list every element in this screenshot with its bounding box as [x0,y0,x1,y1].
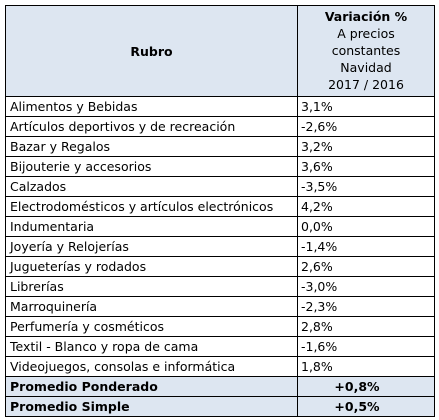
valor-cell: 1,8% [297,356,435,377]
variacion-subtitle-line: A precios [337,26,395,41]
rubro-cell: Jugueterías y rodados [5,256,298,277]
rubro-cell: Videojuegos, consolas e informática [5,356,298,377]
summary-value: +0,8% [297,376,435,397]
table-row: Bijouterie y accesorios 3,6% [5,156,435,177]
rubro-cell: Artículos deportivos y de recreación [5,116,298,137]
valor-cell: 2,6% [297,256,435,277]
rubro-cell: Textil - Blanco y ropa de cama [5,336,298,357]
rubro-cell: Bazar y Regalos [5,136,298,157]
rubro-cell: Electrodomésticos y artículos electrónic… [5,196,298,217]
table-row: Perfumería y cosméticos 2,8% [5,316,435,337]
table-row: Librerías -3,0% [5,276,435,297]
column-header-rubro: Rubro [5,5,298,97]
variacion-subtitle-line: constantes [331,43,401,58]
valor-cell: -2,3% [297,296,435,317]
valor-cell: 3,2% [297,136,435,157]
table-row: Marroquinería -2,3% [5,296,435,317]
valor-cell: 0,0% [297,216,435,237]
summary-row-weighted-average: Promedio Ponderado +0,8% [5,376,435,397]
rubro-cell: Marroquinería [5,296,298,317]
variacion-title: Variación % [324,9,408,24]
variation-table: Rubro Variación % A precios constantes N… [5,5,435,417]
table-row: Calzados -3,5% [5,176,435,197]
rubro-cell: Perfumería y cosméticos [5,316,298,337]
table-row: Artículos deportivos y de recreación -2,… [5,116,435,137]
table-row: Electrodomésticos y artículos electrónic… [5,196,435,217]
valor-cell: -1,6% [297,336,435,357]
column-header-variacion: Variación % A precios constantes Navidad… [297,5,435,97]
summary-label: Promedio Ponderado [5,376,298,397]
rubro-cell: Bijouterie y accesorios [5,156,298,177]
valor-cell: -1,4% [297,236,435,257]
table-row: Jugueterías y rodados 2,6% [5,256,435,277]
rubro-cell: Librerías [5,276,298,297]
rubro-cell: Joyería y Relojerías [5,236,298,257]
header-row: Rubro Variación % A precios constantes N… [5,5,435,97]
valor-cell: -2,6% [297,116,435,137]
summary-row-simple-average: Promedio Simple +0,5% [5,396,435,417]
table-row: Indumentaria 0,0% [5,216,435,237]
table-container: Rubro Variación % A precios constantes N… [5,5,435,417]
valor-cell: 4,2% [297,196,435,217]
table-row: Videojuegos, consolas e informática 1,8% [5,356,435,377]
variacion-subtitle-line: Navidad [340,60,392,75]
variacion-subtitle-line: 2017 / 2016 [328,77,404,92]
table-row: Bazar y Regalos 3,2% [5,136,435,157]
valor-cell: 3,6% [297,156,435,177]
summary-label: Promedio Simple [5,396,298,417]
rubro-cell: Calzados [5,176,298,197]
table-row: Joyería y Relojerías -1,4% [5,236,435,257]
table-body: Alimentos y Bebidas 3,1% Artículos depor… [5,96,435,417]
table-row: Alimentos y Bebidas 3,1% [5,96,435,117]
valor-cell: 3,1% [297,96,435,117]
rubro-cell: Alimentos y Bebidas [5,96,298,117]
summary-value: +0,5% [297,396,435,417]
table-header: Rubro Variación % A precios constantes N… [5,5,435,97]
valor-cell: -3,0% [297,276,435,297]
valor-cell: 2,8% [297,316,435,337]
rubro-cell: Indumentaria [5,216,298,237]
valor-cell: -3,5% [297,176,435,197]
table-row: Textil - Blanco y ropa de cama -1,6% [5,336,435,357]
